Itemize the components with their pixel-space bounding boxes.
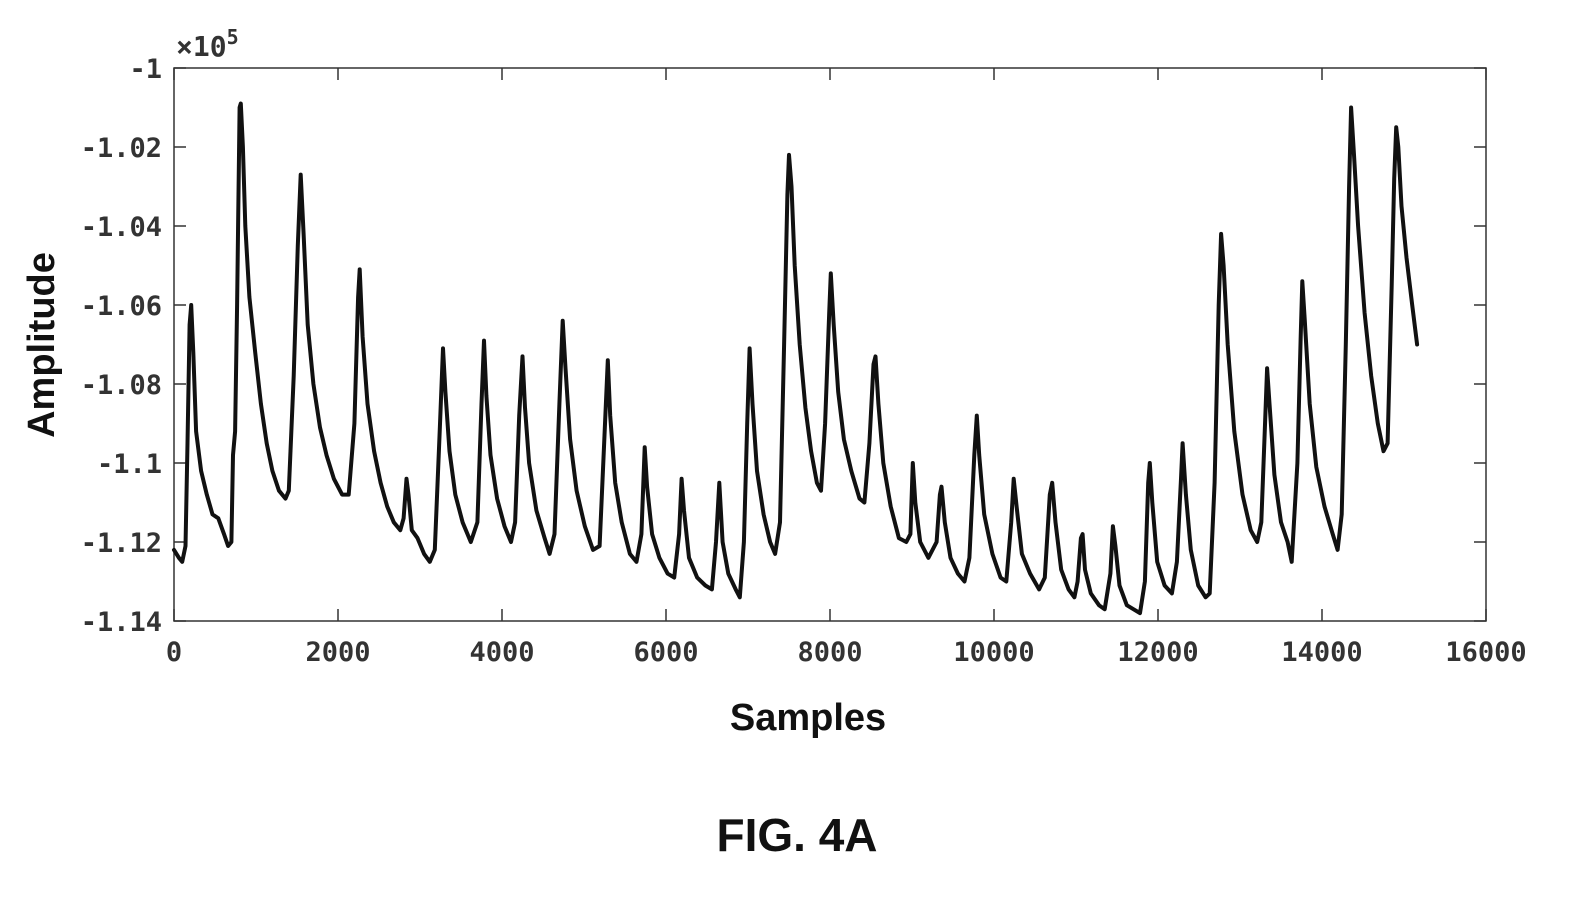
x-tick-label: 8000: [797, 637, 862, 668]
y-tick-label: -1.04: [81, 212, 162, 243]
y-tick-label: -1.12: [81, 528, 162, 559]
x-tick-label: 12000: [1117, 637, 1198, 668]
y-tick-label: -1.02: [81, 133, 162, 164]
y-axis: -1 -1.02 -1.04 -1.06 -1.08 -1.1 -1.12 -1.14: [81, 54, 1486, 638]
y-tick-label: -1.06: [81, 291, 162, 322]
x-tick-label: 16000: [1445, 637, 1526, 668]
x-tick-label: 4000: [469, 637, 534, 668]
y-axis-exponent-base: ×10: [176, 30, 227, 63]
x-axis-title: Samples: [730, 697, 886, 739]
y-tick-label: -1: [129, 54, 162, 85]
x-tick-label: 10000: [953, 637, 1034, 668]
y-axis-title: Amplitude: [21, 252, 63, 438]
y-tick-label: -1.1: [97, 449, 162, 480]
y-tick-label: -1.08: [81, 370, 162, 401]
x-axis: 0 2000 4000 6000 8000 10000 12000 14000 16000: [166, 68, 1527, 668]
y-axis-exponent-power: 5: [227, 25, 239, 49]
x-tick-label: 6000: [633, 637, 698, 668]
figure-caption: FIG. 4A: [716, 809, 878, 861]
x-tick-label: 14000: [1281, 637, 1362, 668]
y-axis-exponent: ×105: [176, 25, 239, 63]
y-tick-label: -1.14: [81, 607, 162, 638]
x-tick-label: 2000: [305, 637, 370, 668]
amplitude-series-line: [172, 101, 1420, 616]
line-chart: 0 2000 4000 6000 8000 10000 12000 14000 16000 -1…: [21, 25, 1527, 739]
x-tick-label: 0: [166, 637, 182, 668]
